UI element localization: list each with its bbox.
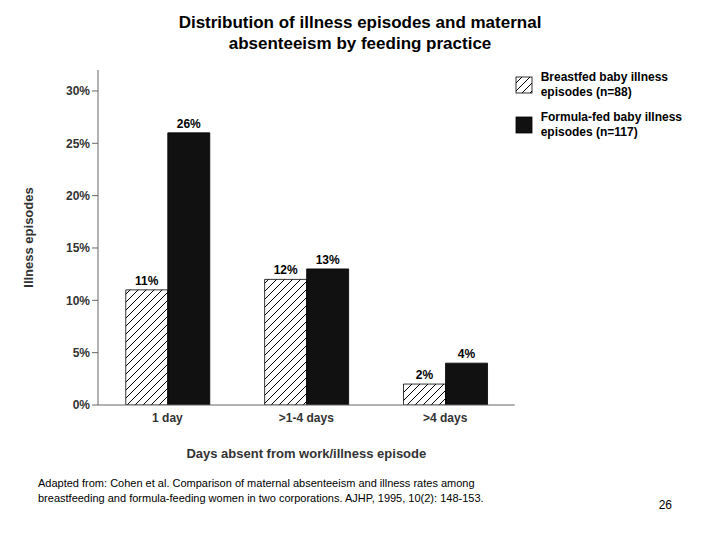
svg-text:15%: 15% — [66, 241, 90, 255]
svg-text:30%: 30% — [66, 84, 90, 98]
html-text:26: 26 — [658, 498, 672, 512]
svg-text:12%: 12% — [274, 263, 298, 277]
svg-text:1 day: 1 day — [152, 411, 183, 425]
svg-text:Illness episodes: Illness episodes — [21, 187, 36, 287]
svg-text:20%: 20% — [66, 189, 90, 203]
svg-text:5%: 5% — [73, 346, 91, 360]
html-text:Adapted from: Cohen et al. Com: Adapted from: Cohen et al. Comparison of… — [38, 477, 475, 489]
svg-text:11%: 11% — [135, 274, 159, 288]
svg-text:13%: 13% — [316, 253, 340, 267]
svg-text:2%: 2% — [416, 368, 434, 382]
svg-text:>4 days: >4 days — [423, 411, 468, 425]
svg-text:>1-4 days: >1-4 days — [279, 411, 334, 425]
svg-text:10%: 10% — [66, 294, 90, 308]
html-text:episodes (n=117): episodes (n=117) — [540, 125, 638, 139]
svg-text:0%: 0% — [73, 398, 91, 412]
html-text:Formula-fed baby illness: Formula-fed baby illness — [540, 110, 682, 124]
html-text:Distribution of illness episod: Distribution of illness episodes and mat… — [178, 13, 542, 32]
svg-text:25%: 25% — [66, 137, 90, 151]
html-text:Breastfed baby illness: Breastfed baby illness — [540, 70, 668, 84]
html-text:episodes (n=88): episodes (n=88) — [540, 85, 632, 99]
svg-text:4%: 4% — [458, 347, 476, 361]
svg-text:26%: 26% — [177, 117, 201, 131]
svg-text:Days absent from work/illness: Days absent from work/illness episode — [186, 446, 426, 461]
html-text:absenteeism by feeding practic: absenteeism by feeding practice — [228, 34, 492, 53]
html-text:breastfeeding and formula-feed: breastfeeding and formula-feeding women … — [38, 492, 484, 504]
